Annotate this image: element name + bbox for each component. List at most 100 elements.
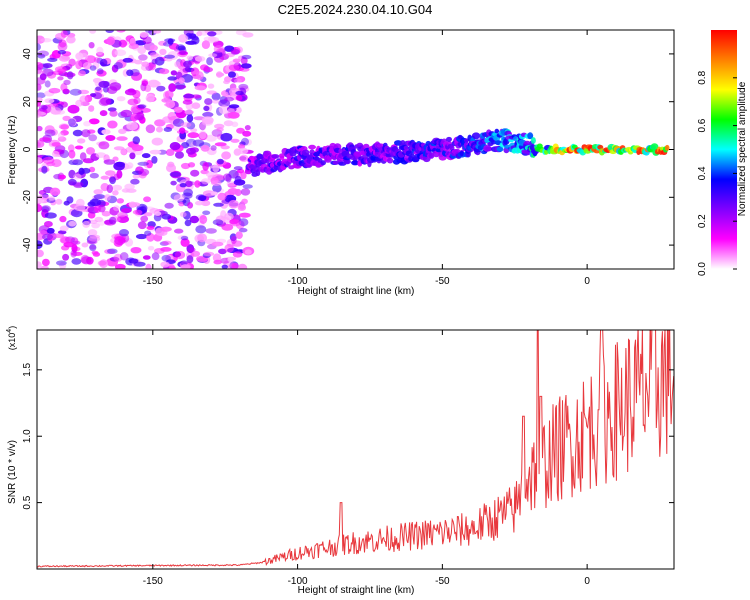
noise-blob: [194, 55, 206, 62]
noise-blob: [99, 110, 108, 117]
noise-blob: [158, 40, 167, 46]
noise-blob: [55, 198, 63, 205]
colorbar-gradient: [711, 30, 737, 269]
noise-blob: [72, 129, 83, 137]
noise-blob: [66, 196, 74, 204]
noise-blob: [57, 136, 67, 142]
noise-blob: [224, 243, 234, 253]
noise-blob: [98, 220, 106, 226]
noise-blob: [236, 127, 245, 134]
noise-blob: [241, 137, 249, 146]
signal-blob: [485, 146, 493, 152]
colorbar-tick-label: 0.0: [697, 262, 708, 276]
noise-blob: [235, 95, 243, 101]
noise-blob: [139, 32, 148, 38]
noise-blob: [220, 145, 230, 150]
noise-blob: [72, 240, 81, 245]
noise-blob: [195, 225, 207, 234]
noise-blob: [241, 54, 252, 60]
noise-blob: [160, 261, 170, 268]
signal-blob: [343, 159, 351, 165]
noise-blob: [179, 183, 187, 188]
noise-blob: [184, 219, 192, 227]
noise-blob: [164, 54, 176, 59]
noise-blob: [241, 198, 248, 205]
noise-blob: [68, 58, 76, 67]
noise-blob: [242, 32, 254, 38]
noise-blob: [167, 38, 174, 45]
noise-blob: [48, 196, 56, 201]
y-tick-label: -40: [22, 237, 33, 252]
noise-blob: [212, 99, 220, 104]
noise-blob: [195, 71, 204, 81]
noise-blob: [221, 223, 234, 231]
noise-blob: [242, 130, 252, 137]
noise-blob: [71, 258, 82, 265]
noise-blob: [108, 216, 117, 225]
noise-blob: [42, 258, 50, 267]
noise-blob: [48, 87, 61, 94]
noise-blob: [40, 265, 49, 269]
noise-blob: [97, 68, 104, 75]
noise-blob: [178, 77, 185, 84]
noise-blob: [92, 61, 100, 70]
noise-blob: [74, 145, 84, 150]
noise-blob: [106, 36, 115, 46]
noise-blob: [185, 180, 193, 188]
noise-blob: [126, 162, 134, 169]
noise-blob: [94, 216, 104, 223]
noise-blob: [128, 43, 139, 50]
noise-blob: [187, 132, 200, 139]
noise-blob: [77, 89, 90, 95]
noise-blob: [147, 245, 155, 251]
noise-blob: [161, 98, 172, 103]
noise-blob: [112, 190, 119, 196]
x-tick-label: -150: [143, 276, 163, 287]
noise-blob: [49, 187, 61, 196]
spectrogram-x-axis-label: Height of straight line (km): [298, 286, 415, 297]
noise-blob: [60, 124, 69, 130]
signal-blob: [351, 160, 360, 166]
noise-blob: [69, 88, 82, 96]
signal-blob: [446, 136, 452, 142]
noise-blob: [169, 171, 181, 178]
noise-blob: [117, 215, 129, 223]
noise-blob: [63, 79, 71, 85]
noise-blob: [204, 98, 213, 105]
signal-blob: [332, 160, 340, 165]
noise-blob: [68, 118, 77, 127]
noise-blob: [212, 164, 220, 173]
noise-blob: [130, 178, 140, 185]
noise-blob: [223, 120, 234, 127]
noise-blob: [140, 82, 147, 92]
noise-blob: [128, 202, 141, 207]
noise-blob: [88, 105, 95, 112]
noise-blob: [86, 147, 95, 155]
noise-blob: [183, 93, 195, 99]
noise-blob: [151, 252, 160, 261]
noise-blob: [225, 173, 232, 183]
noise-blob: [213, 45, 225, 53]
noise-blob: [237, 204, 247, 211]
noise-blob: [116, 136, 128, 141]
signal-blob: [527, 132, 534, 140]
noise-blob: [201, 119, 213, 126]
noise-blob: [122, 57, 133, 63]
noise-blob: [186, 114, 194, 123]
noise-blob: [178, 34, 189, 43]
noise-blob: [184, 66, 191, 72]
noise-blob: [42, 156, 55, 164]
noise-blob: [41, 206, 50, 213]
noise-blob: [163, 127, 173, 132]
noise-blob: [202, 162, 209, 171]
noise-blob: [90, 93, 97, 98]
noise-blob: [81, 242, 89, 248]
x-tick-label: 0: [584, 576, 590, 587]
noise-blob: [180, 238, 190, 247]
noise-blob: [60, 83, 68, 92]
noise-blob: [88, 134, 98, 142]
noise-blob: [239, 212, 251, 218]
signal-blob: [530, 137, 536, 144]
noise-blob: [181, 162, 191, 170]
signal-blob: [471, 132, 481, 140]
